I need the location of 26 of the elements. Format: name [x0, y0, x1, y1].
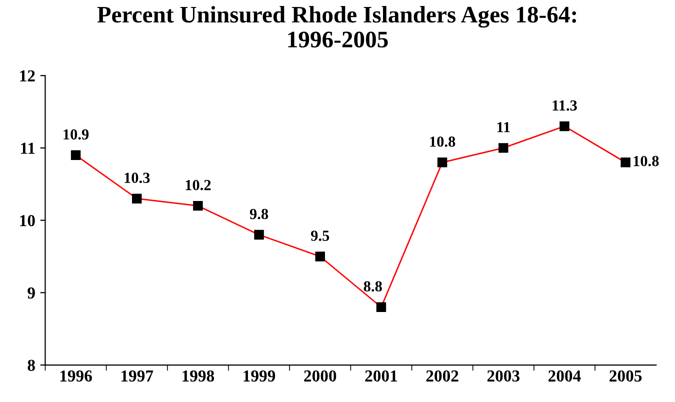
x-tick-label: 2005 [610, 370, 642, 382]
data-label: 10.8 [430, 136, 456, 147]
x-tick-label: 2004 [548, 370, 581, 382]
chart-title: Percent Uninsured Rhode Islanders Ages 18-64: 1996-2005 [97, 6, 576, 48]
data-label: 10.3 [124, 172, 150, 184]
x-tick-label: 1997 [122, 370, 154, 382]
data-label: 9.5 [310, 230, 330, 241]
data-label: 11 [497, 122, 510, 132]
x-tick-label: 2003 [487, 370, 520, 382]
data-label: 11.3 [552, 100, 577, 111]
x-tick-label: 2000 [304, 370, 336, 382]
y-tick-label: 12 [20, 70, 35, 82]
data-label: 10.8 [634, 156, 659, 166]
x-tick-label: 1996 [60, 370, 92, 382]
data-label: 10.2 [186, 180, 211, 190]
x-tick-label: 1999 [244, 370, 276, 382]
x-tick-label: 2002 [426, 370, 458, 382]
y-tick-label: 8 [28, 360, 35, 371]
data-label: 9.8 [250, 208, 268, 220]
data-label: 10.9 [64, 129, 89, 140]
y-tick-label: 9 [28, 287, 35, 299]
x-tick-label: 1998 [182, 370, 214, 382]
x-tick-label: 2001 [365, 370, 398, 382]
y-tick-label: 11 [21, 142, 35, 154]
data-label: 8.8 [364, 281, 382, 292]
y-tick-label: 10 [20, 214, 35, 226]
